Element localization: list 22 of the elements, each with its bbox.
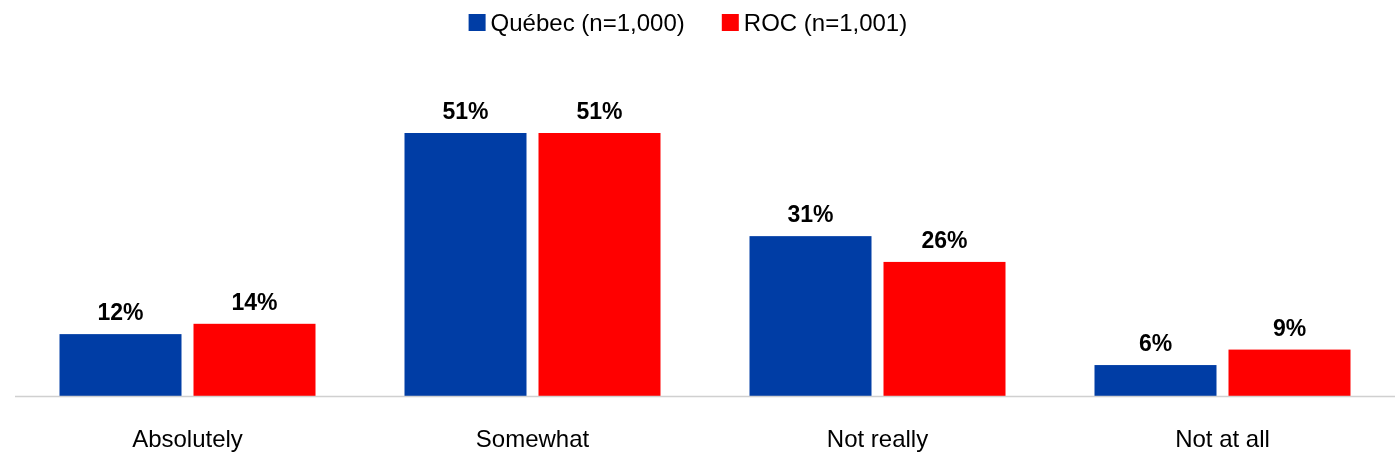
- bar: [749, 236, 872, 396]
- bar: [193, 323, 316, 396]
- x-tick-label: Somewhat: [475, 425, 590, 452]
- x-tick-label: Absolutely: [132, 425, 243, 452]
- bar: [538, 133, 661, 396]
- bar: [883, 261, 1006, 396]
- bar: [1228, 349, 1351, 396]
- data-label: 12%: [97, 299, 144, 326]
- legend-label: Québec (n=1,000): [490, 9, 685, 36]
- bar: [1094, 365, 1217, 396]
- data-label: 51%: [576, 98, 623, 124]
- data-label: 26%: [921, 226, 968, 253]
- data-label: 31%: [787, 201, 834, 228]
- data-label: 9%: [1272, 314, 1307, 341]
- x-tick-label: Not at all: [1175, 425, 1270, 452]
- data-label: 6%: [1138, 330, 1173, 357]
- data-label: 14%: [231, 288, 278, 315]
- bar: [404, 133, 527, 396]
- x-tick-label: Not really: [826, 425, 929, 452]
- legend-label: ROC (n=1,001): [743, 9, 908, 36]
- bar: [59, 334, 182, 396]
- data-label: 51%: [442, 98, 489, 124]
